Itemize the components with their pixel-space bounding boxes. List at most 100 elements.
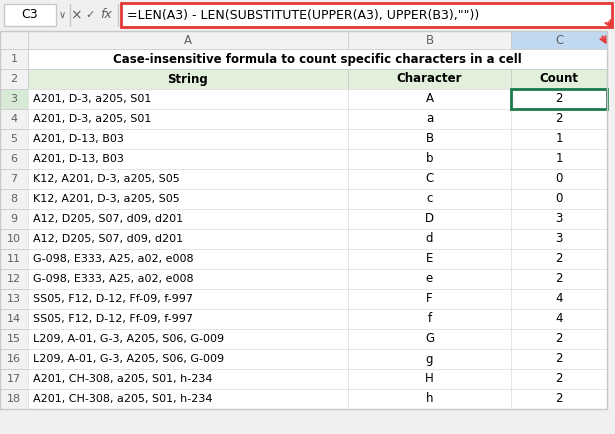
Bar bbox=[511, 389, 607, 409]
Text: Count: Count bbox=[539, 72, 579, 85]
Bar bbox=[0, 269, 28, 289]
Bar bbox=[348, 31, 511, 49]
Bar bbox=[511, 129, 607, 149]
Bar bbox=[28, 49, 607, 69]
Bar bbox=[28, 109, 348, 129]
Bar bbox=[28, 369, 348, 389]
Bar bbox=[511, 109, 607, 129]
Text: 0: 0 bbox=[555, 172, 563, 185]
Bar bbox=[511, 349, 607, 369]
Text: L209, A-01, G-3, A205, S06, G-009: L209, A-01, G-3, A205, S06, G-009 bbox=[33, 334, 224, 344]
Bar bbox=[348, 189, 511, 209]
Bar bbox=[28, 249, 348, 269]
Text: h: h bbox=[426, 392, 433, 405]
Text: H: H bbox=[425, 372, 434, 385]
Bar bbox=[28, 229, 348, 249]
Bar bbox=[348, 229, 511, 249]
Bar bbox=[0, 129, 28, 149]
Bar bbox=[348, 109, 511, 129]
Text: 8: 8 bbox=[10, 194, 18, 204]
Text: A: A bbox=[426, 92, 434, 105]
Text: G: G bbox=[425, 332, 434, 345]
Bar bbox=[511, 169, 607, 189]
Text: G-098, E333, A25, a02, e008: G-098, E333, A25, a02, e008 bbox=[33, 254, 194, 264]
Text: 7: 7 bbox=[10, 174, 18, 184]
Bar bbox=[511, 189, 607, 209]
Bar bbox=[511, 369, 607, 389]
Bar bbox=[0, 309, 28, 329]
Bar bbox=[348, 249, 511, 269]
Text: ∨: ∨ bbox=[58, 10, 66, 20]
Bar bbox=[28, 329, 348, 349]
Bar bbox=[28, 69, 348, 89]
Bar bbox=[28, 31, 348, 49]
Text: c: c bbox=[426, 193, 433, 206]
Bar bbox=[0, 349, 28, 369]
Text: 5: 5 bbox=[10, 134, 17, 144]
Text: A201, D-13, B03: A201, D-13, B03 bbox=[33, 154, 124, 164]
Bar bbox=[348, 389, 511, 409]
Text: E: E bbox=[426, 253, 433, 266]
Text: F: F bbox=[426, 293, 433, 306]
Bar bbox=[348, 149, 511, 169]
Bar bbox=[511, 69, 607, 89]
Text: 2: 2 bbox=[555, 332, 563, 345]
Text: 2: 2 bbox=[555, 112, 563, 125]
Text: =LEN(A3) - LEN(SUBSTITUTE(UPPER(A3), UPPER(B3),"")): =LEN(A3) - LEN(SUBSTITUTE(UPPER(A3), UPP… bbox=[127, 9, 479, 22]
Text: C: C bbox=[426, 172, 434, 185]
Text: 2: 2 bbox=[555, 372, 563, 385]
Bar bbox=[348, 169, 511, 189]
Text: 2: 2 bbox=[555, 92, 563, 105]
Bar bbox=[28, 149, 348, 169]
Text: 14: 14 bbox=[7, 314, 21, 324]
Text: SS05, F12, D-12, Ff-09, f-997: SS05, F12, D-12, Ff-09, f-997 bbox=[33, 314, 193, 324]
Bar bbox=[28, 189, 348, 209]
Bar bbox=[348, 349, 511, 369]
Text: SS05, F12, D-12, Ff-09, f-997: SS05, F12, D-12, Ff-09, f-997 bbox=[33, 294, 193, 304]
Bar bbox=[28, 289, 348, 309]
Text: d: d bbox=[426, 233, 433, 246]
Bar bbox=[0, 329, 28, 349]
Bar bbox=[511, 89, 607, 109]
Text: 2: 2 bbox=[555, 392, 563, 405]
Text: Character: Character bbox=[397, 72, 462, 85]
Bar bbox=[0, 89, 28, 109]
Bar bbox=[511, 149, 607, 169]
Text: 16: 16 bbox=[7, 354, 21, 364]
Bar bbox=[511, 289, 607, 309]
Text: b: b bbox=[426, 152, 433, 165]
Text: 13: 13 bbox=[7, 294, 21, 304]
Text: 9: 9 bbox=[10, 214, 18, 224]
Text: fx: fx bbox=[100, 9, 112, 22]
Text: K12, A201, D-3, a205, S05: K12, A201, D-3, a205, S05 bbox=[33, 174, 180, 184]
Bar bbox=[28, 169, 348, 189]
Text: 18: 18 bbox=[7, 394, 21, 404]
Bar bbox=[511, 249, 607, 269]
Text: 10: 10 bbox=[7, 234, 21, 244]
Bar bbox=[511, 31, 607, 49]
Text: a: a bbox=[426, 112, 433, 125]
Bar bbox=[511, 329, 607, 349]
Bar bbox=[28, 349, 348, 369]
Text: A201, D-3, a205, S01: A201, D-3, a205, S01 bbox=[33, 114, 151, 124]
Bar bbox=[0, 249, 28, 269]
Text: A201, D-3, a205, S01: A201, D-3, a205, S01 bbox=[33, 94, 151, 104]
Bar bbox=[0, 31, 607, 409]
Text: A201, D-13, B03: A201, D-13, B03 bbox=[33, 134, 124, 144]
Text: A12, D205, S07, d09, d201: A12, D205, S07, d09, d201 bbox=[33, 214, 183, 224]
Text: 2: 2 bbox=[555, 352, 563, 365]
Bar bbox=[0, 209, 28, 229]
Bar bbox=[28, 269, 348, 289]
Text: C: C bbox=[555, 33, 563, 46]
Bar bbox=[0, 189, 28, 209]
Bar bbox=[28, 89, 348, 109]
Bar bbox=[0, 169, 28, 189]
Text: B: B bbox=[426, 33, 434, 46]
Bar bbox=[121, 3, 612, 27]
Bar bbox=[0, 49, 28, 69]
Text: 0: 0 bbox=[555, 193, 563, 206]
Bar bbox=[348, 89, 511, 109]
Bar bbox=[348, 129, 511, 149]
Bar bbox=[4, 4, 56, 26]
Text: 12: 12 bbox=[7, 274, 21, 284]
